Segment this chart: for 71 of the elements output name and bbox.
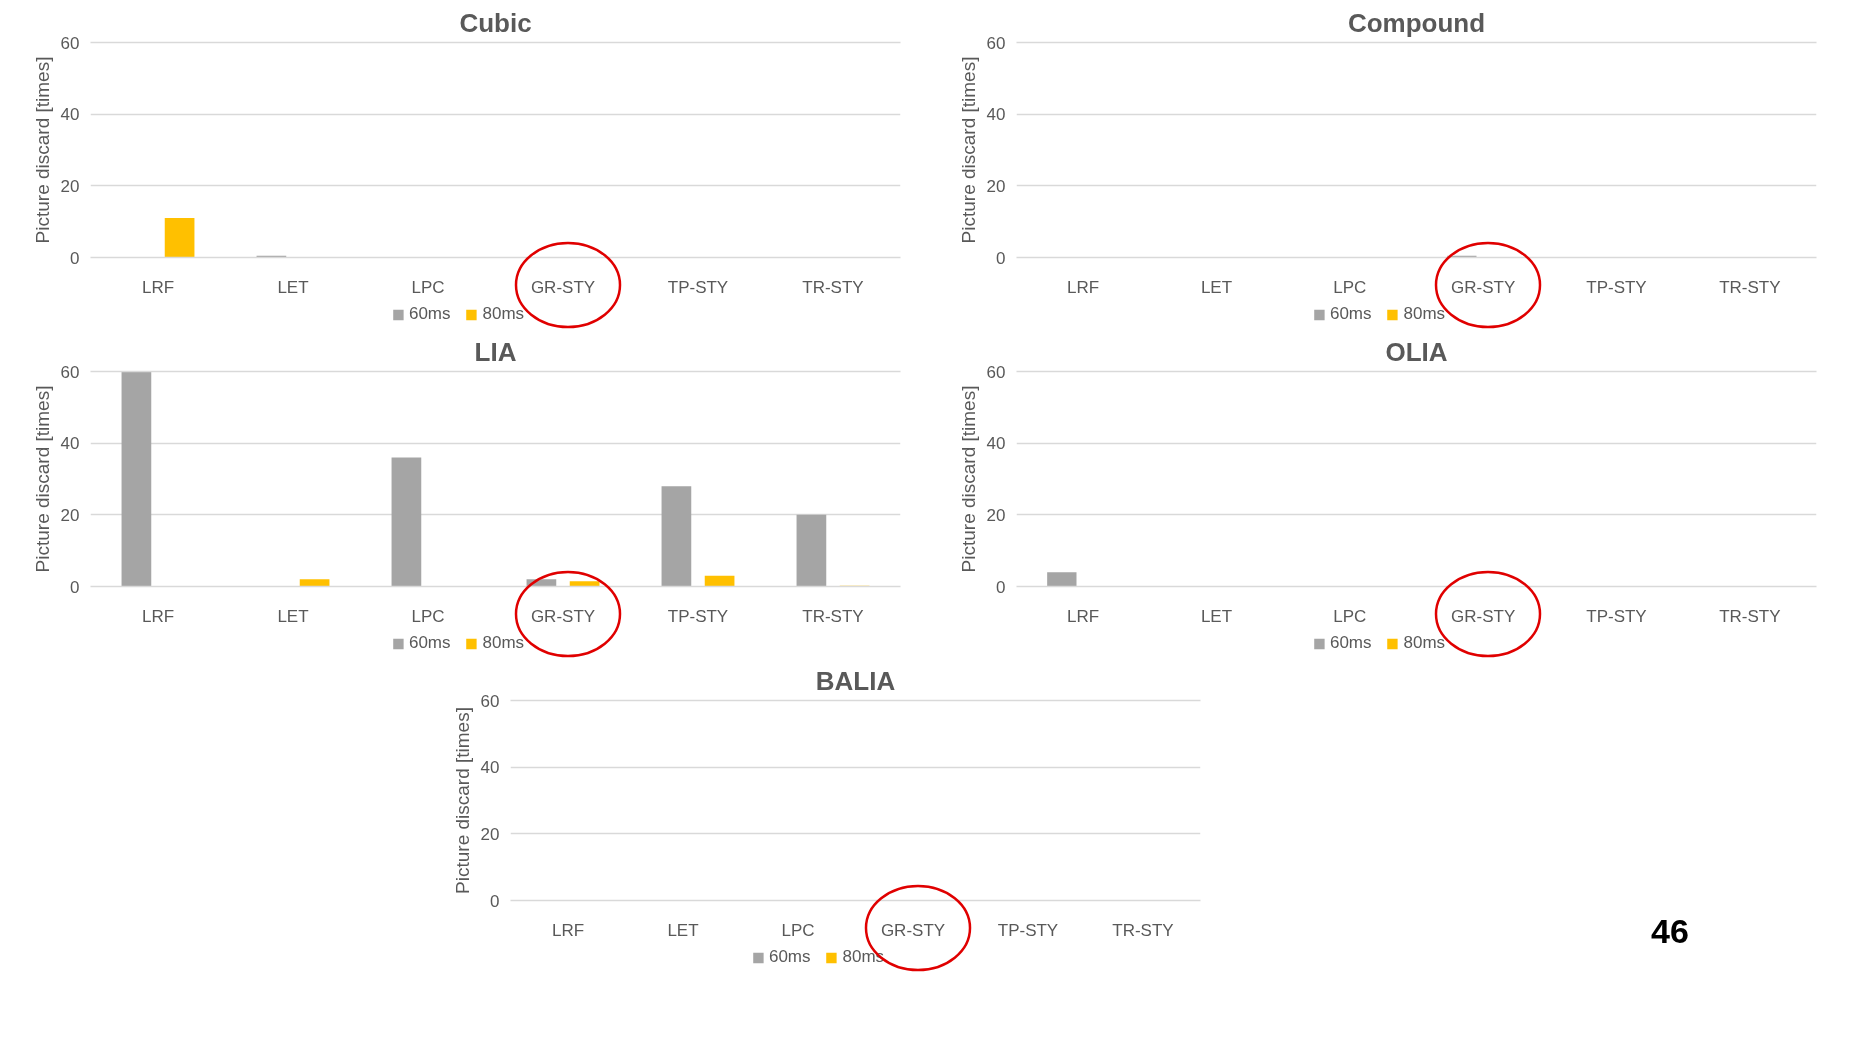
x-tick-label: LRF [141,606,175,626]
y-tick-label: 40 [60,105,80,125]
y-axis-title: Picture discard [times] [31,385,53,573]
y-axis-title: Picture discard [times] [31,56,53,244]
y-tick-label: 0 [996,248,1006,268]
y-tick-label: 20 [60,176,80,196]
y-axis-title: Picture discard [times] [957,56,979,244]
legend-label: 80ms [482,304,525,324]
y-axis-title: Picture discard [times] [957,385,979,573]
legend-label: 60ms [408,304,451,324]
legend-label: 60ms [408,633,451,653]
y-tick-label: 60 [986,362,1006,382]
x-tick-label: TP-STY [1586,606,1647,626]
text: 46 [1651,911,1689,952]
x-tick-label: TR-STY [1719,277,1781,297]
x-tick-label: LPC [1333,277,1367,297]
y-tick-label: 40 [986,105,1006,125]
chart-title: BALIA [815,665,896,696]
x-tick-label: LET [1200,277,1233,297]
x-tick-label: LPC [1333,606,1367,626]
x-tick-label: LET [1200,606,1233,626]
x-tick-label: LPC [411,606,445,626]
chart-title: Cubic [459,7,532,38]
y-tick-label: 40 [986,434,1006,454]
x-tick-label: LET [277,606,309,626]
x-tick-label: LET [277,277,309,297]
y-tick-label: 60 [60,362,80,382]
y-tick-label: 0 [70,248,80,268]
x-tick-label: TP-STY [997,920,1059,940]
y-tick-label: 20 [986,176,1006,196]
x-tick-label: LET [667,920,699,940]
x-tick-label: TP-STY [667,277,729,297]
x-tick-label: LPC [411,277,445,297]
y-tick-label: 20 [480,824,500,844]
x-tick-label: GR-STY [880,920,946,940]
chart-title: LIA [474,336,517,367]
legend-label: 80ms [1403,633,1446,653]
x-tick-label: GR-STY [530,606,596,626]
x-tick-label: LRF [1067,277,1100,297]
x-tick-label: GR-STY [1451,277,1516,297]
legend-label: 60ms [1329,633,1372,653]
x-tick-label: LPC [781,920,815,940]
chart-title: Compound [1347,7,1486,38]
y-tick-label: 0 [70,577,80,597]
x-tick-label: TR-STY [1112,920,1174,940]
y-tick-label: 60 [480,691,500,711]
y-tick-label: 60 [986,33,1006,53]
y-tick-label: 60 [60,33,80,53]
y-tick-label: 40 [480,758,500,778]
x-tick-label: GR-STY [1451,606,1516,626]
y-tick-label: 0 [996,577,1006,597]
x-tick-label: LRF [551,920,585,940]
y-tick-label: 20 [60,505,80,525]
x-tick-label: GR-STY [530,277,596,297]
legend-label: 80ms [1403,304,1446,324]
y-tick-label: 40 [60,434,80,454]
x-tick-label: TR-STY [1719,606,1781,626]
legend-label: 80ms [842,947,885,967]
x-tick-label: TP-STY [667,606,729,626]
y-axis-title: Picture discard [times] [451,707,473,894]
x-tick-label: LRF [1067,606,1100,626]
x-tick-label: TR-STY [802,606,864,626]
legend-label: 80ms [482,633,525,653]
legend-label: 60ms [1329,304,1372,324]
x-tick-label: TP-STY [1586,277,1647,297]
x-tick-label: TR-STY [802,277,864,297]
y-tick-label: 20 [986,505,1006,525]
y-tick-label: 0 [490,891,500,911]
chart-title: OLIA [1385,336,1448,367]
x-tick-label: LRF [141,277,175,297]
legend-label: 60ms [768,947,811,967]
